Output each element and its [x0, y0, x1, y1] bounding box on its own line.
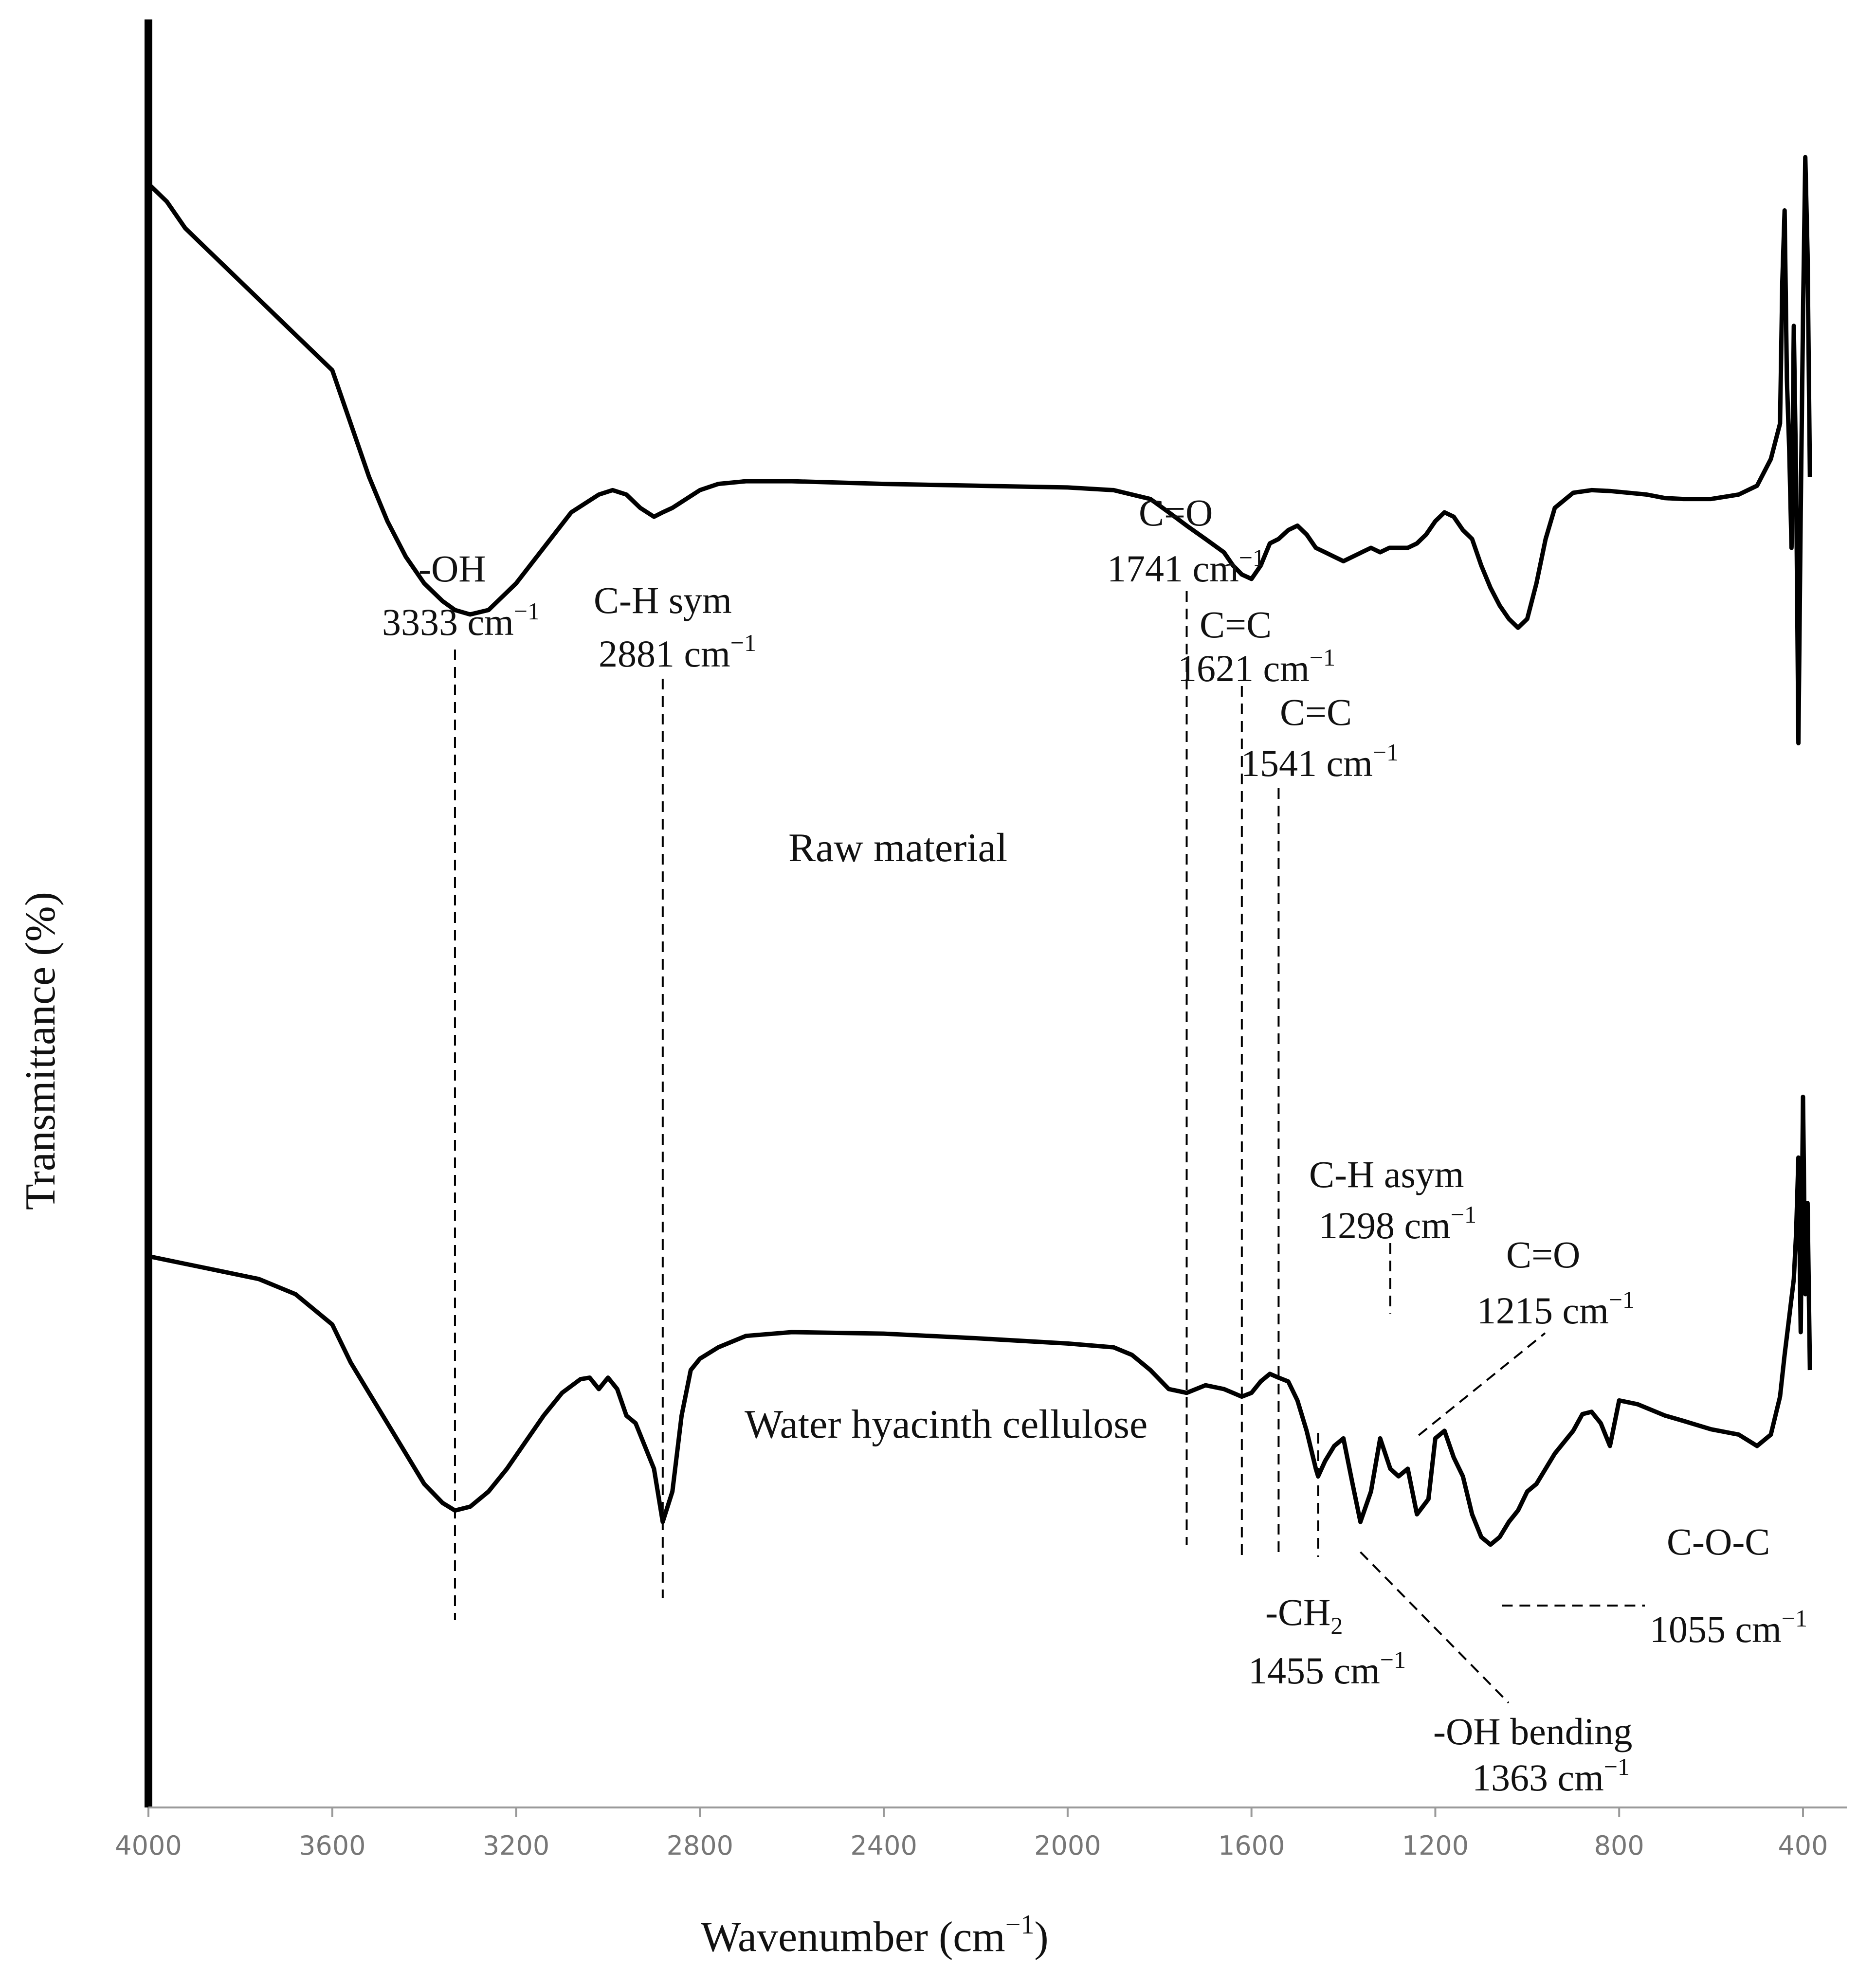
annotation-ch2-value: 1455 cm−1 — [1248, 1646, 1406, 1692]
annotation-co2-value: 1215 cm−1 — [1477, 1286, 1635, 1332]
x-tick-label: 1200 — [1402, 1830, 1469, 1861]
guide-1215 — [1418, 1332, 1546, 1436]
x-tick-label: 3200 — [483, 1830, 549, 1861]
annotation-ch-asym-value: 1298 cm−1 — [1319, 1201, 1476, 1246]
x-tick-label: 2000 — [1034, 1830, 1101, 1861]
annotation-ch-sym-value: 2881 cm−1 — [599, 629, 756, 675]
annotation-ch-sym-label: C-H sym — [594, 579, 732, 621]
x-tick-label: 2400 — [850, 1830, 917, 1861]
annotation-guides — [454, 591, 1645, 1704]
annotation-oh-bending-label: -OH bending — [1433, 1710, 1632, 1752]
x-tick-label: 800 — [1594, 1830, 1644, 1861]
annotation-ch2-label: -CH2 — [1265, 1591, 1343, 1639]
x-tick-label: 4000 — [115, 1830, 182, 1861]
annotation-coc-value: 1055 cm−1 — [1650, 1605, 1807, 1650]
series-layer — [146, 155, 1812, 1547]
x-tick-label: 2800 — [667, 1830, 733, 1861]
annotation-oh-label: -OH — [419, 547, 486, 590]
x-ticks: 4000 3600 3200 2800 2400 2000 1600 1200 800 400 — [115, 1807, 1828, 1861]
x-axis-title: Wavenumber (cm−1) — [701, 1910, 1049, 1961]
annotation-cc1-value: 1621 cm−1 — [1178, 644, 1335, 689]
x-tick-label: 1600 — [1218, 1830, 1285, 1861]
annotation-coc-label: C-O-C — [1667, 1520, 1770, 1563]
x-tick-label: 400 — [1778, 1830, 1828, 1861]
series-label-raw-material: Raw material — [788, 825, 1007, 870]
y-axis-title: Transmittance (%) — [17, 892, 64, 1210]
series-label-water-hyacinth-cellulose: Water hyacinth cellulose — [745, 1402, 1147, 1447]
annotation-oh-bending-value: 1363 cm−1 — [1472, 1753, 1630, 1799]
annotation-cc2-value: 1541 cm−1 — [1241, 739, 1399, 784]
annotation-co2-label: C=O — [1506, 1233, 1580, 1276]
annotation-co-label: C=O — [1139, 491, 1213, 534]
axes: 4000 3600 3200 2800 2400 2000 1600 1200 800 400 — [115, 19, 1847, 1861]
annotation-cc1-label: C=C — [1200, 603, 1272, 646]
annotation-co-value: 1741 cm−1 — [1107, 544, 1265, 590]
annotation-ch-asym-label: C-H asym — [1309, 1153, 1464, 1195]
guide-1363 — [1360, 1551, 1510, 1704]
series-line-raw-material — [146, 155, 1812, 745]
annotation-cc2-label: C=C — [1280, 691, 1352, 733]
series-line-water-hyacinth-cellulose — [148, 1094, 1812, 1547]
annotation-oh-value: 3333 cm−1 — [382, 597, 540, 643]
annotation-labels: -OH 3333 cm−1 C-H sym 2881 cm−1 C=O 1741… — [382, 491, 1807, 1799]
x-tick-label: 3600 — [299, 1830, 365, 1861]
